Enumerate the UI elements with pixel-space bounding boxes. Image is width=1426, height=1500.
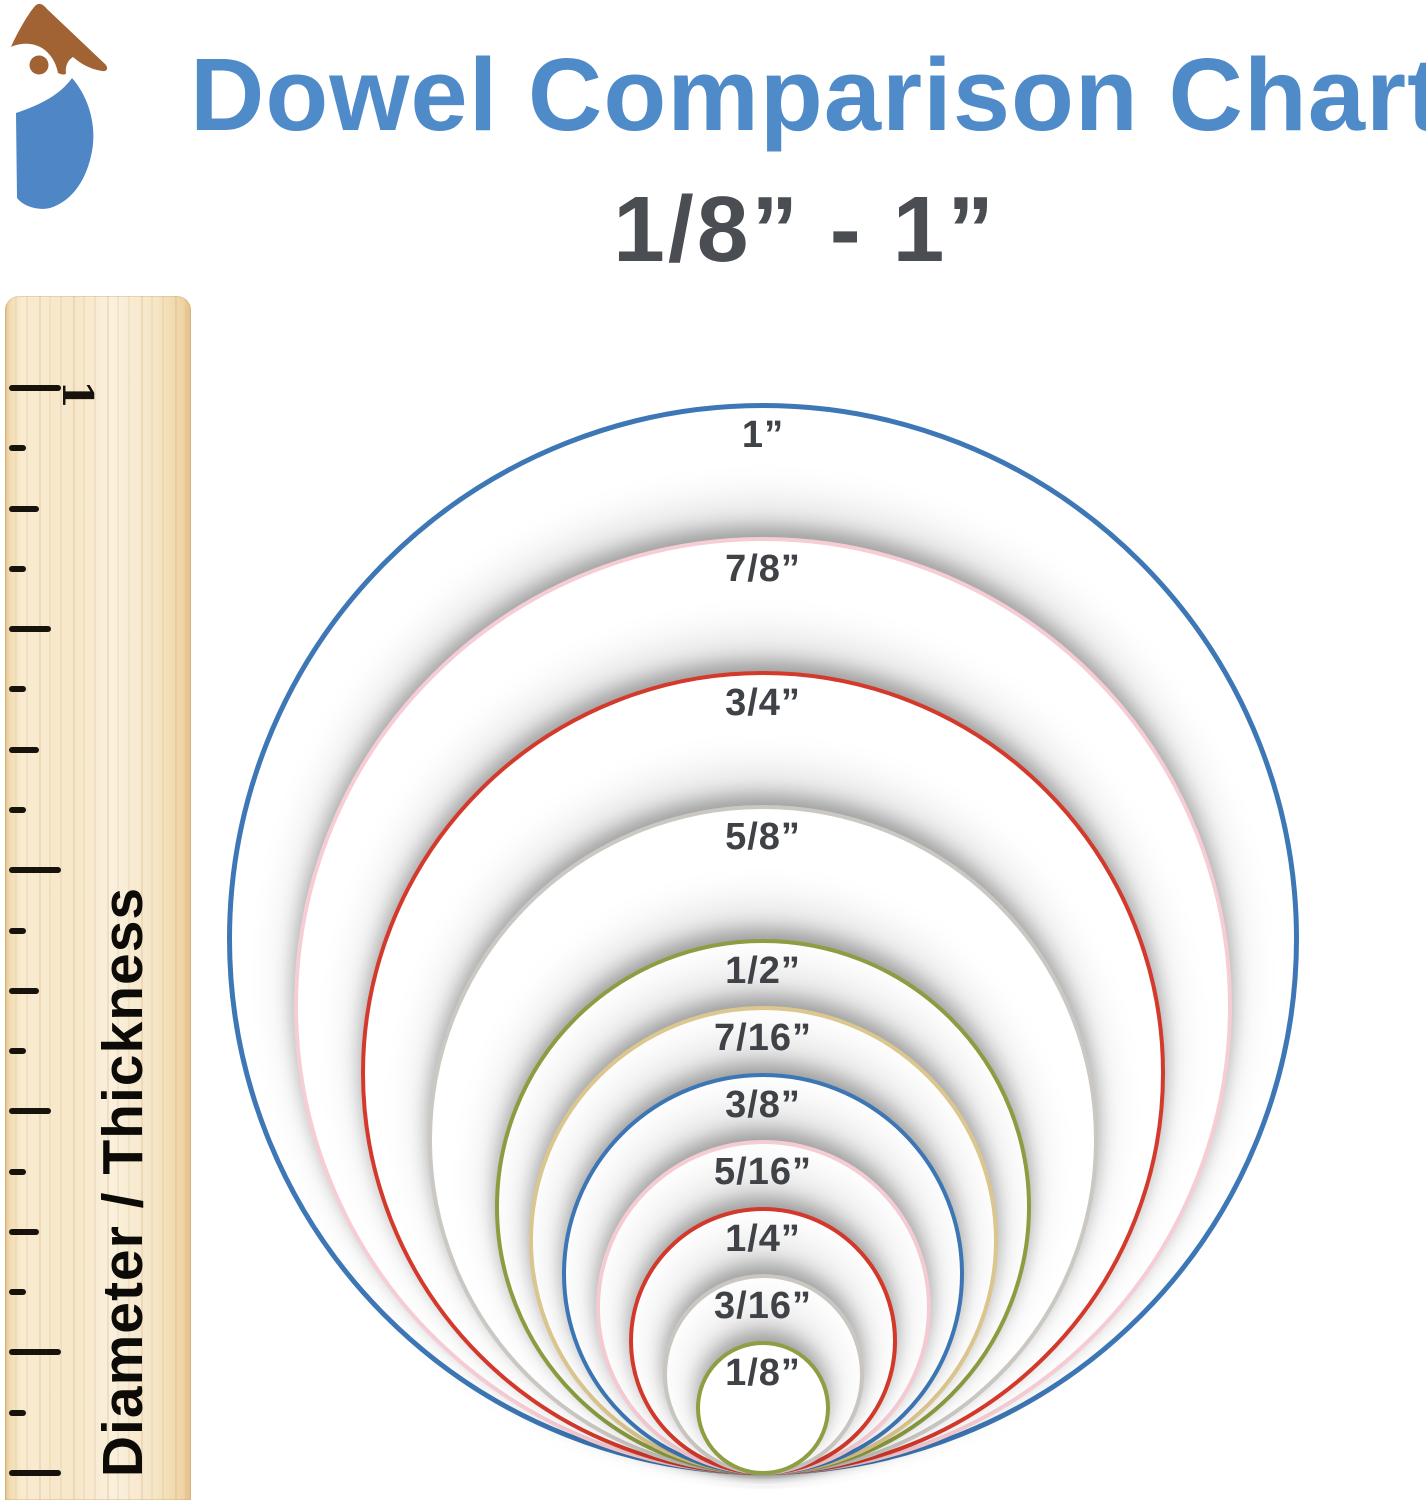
woodpecker-logo [11,3,108,209]
dowel-size-label: 7/16” [714,1017,812,1059]
ruler-tick [9,1409,26,1416]
dowel-size-label: 3/16” [714,1285,812,1327]
wooden-ruler: 1 Diameter / Thickness [5,296,191,1500]
ruler-tick [9,626,51,633]
logo-body-shape [16,78,94,209]
ruler-tick [9,565,26,572]
ruler-tick [9,1289,26,1296]
ruler-tick [9,1349,61,1356]
dowel-circle-1-8 [696,1341,830,1475]
page-title: Dowel Comparison Chart [190,37,1426,152]
ruler-tick [9,505,39,512]
ruler-tick [9,1048,26,1055]
ruler-tick [9,1168,26,1175]
dowel-size-label: 3/8” [725,1084,801,1126]
ruler-tick [9,1108,51,1115]
dowel-size-label: 7/8” [725,548,801,590]
ruler-axis-label: Diameter / Thickness [91,886,155,1478]
ruler-tick [9,987,39,994]
ruler-tick [9,686,26,693]
dowel-size-label: 5/16” [714,1151,812,1193]
ruler-tick [9,746,39,753]
dowel-size-label: 5/8” [725,816,801,858]
ruler-tick [9,385,61,391]
logo-eye-dot [29,55,49,75]
ruler-tick [9,867,61,874]
dowel-size-label: 3/4” [725,682,801,724]
page-subtitle: 1/8” - 1” [613,177,997,281]
ruler-tick [9,927,26,934]
dowel-size-label: 1/8” [725,1352,801,1394]
dowel-size-label: 1” [741,414,785,456]
dowel-size-label: 1/4” [725,1218,801,1260]
ruler-inch-number: 1 [53,379,103,410]
logo-roof-shape [11,3,108,75]
dowel-size-label: 1/2” [725,950,801,992]
ruler-tick [9,445,26,452]
ruler-tick [9,1228,39,1235]
ruler-tick [9,1470,61,1476]
ruler-tick [9,806,26,813]
